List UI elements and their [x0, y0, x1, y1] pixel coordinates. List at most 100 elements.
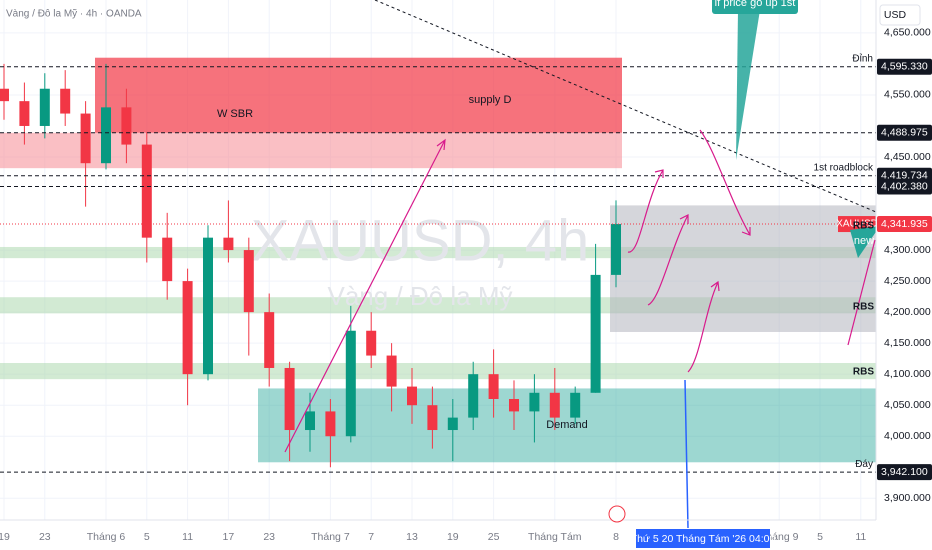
x-tick-label: Tháng 6 — [87, 531, 126, 543]
callout-box — [712, 0, 798, 14]
candle-body — [101, 107, 111, 164]
candle-body — [407, 386, 417, 406]
arrow — [284, 138, 446, 453]
zone — [258, 388, 876, 463]
y-tick-label: 4,650.000 — [884, 27, 931, 39]
axis: 4,650.000 4,550.000 4,450.000 4,300.000 4,25… — [0, 27, 932, 543]
annotation: new — [854, 235, 874, 247]
y-tick-label: 4,200.000 — [884, 306, 931, 318]
y-tick-label: 3,900.000 — [884, 492, 931, 504]
candle-body — [468, 374, 479, 418]
zone-label: RBS — [853, 367, 874, 378]
candle-body — [39, 88, 50, 126]
zone-label: RBS — [853, 221, 874, 232]
x-tick-label: 25 — [488, 531, 500, 543]
x-tick-label: 23 — [263, 531, 275, 543]
candle-body — [529, 392, 540, 412]
candle-body — [570, 392, 581, 418]
callout — [736, 10, 760, 160]
zone — [0, 132, 622, 169]
candle-body — [447, 417, 458, 431]
y-tick-label: 4,100.000 — [884, 368, 931, 380]
candle-body — [366, 330, 377, 356]
zone — [0, 246, 876, 259]
price-label: 3,942.100 — [881, 466, 928, 478]
price-label-box — [877, 178, 932, 195]
annotation: W SBR — [217, 108, 253, 120]
y-tick-label: 4,050.000 — [884, 399, 931, 411]
event-icon[interactable] — [608, 505, 626, 523]
candle-body — [223, 237, 234, 251]
x-tick-label: 5 — [144, 531, 150, 543]
zone-label: supply D — [469, 94, 512, 106]
price-label-box — [877, 464, 932, 481]
currency: USD — [884, 9, 907, 21]
arrow — [847, 239, 876, 346]
crosshair-label: Thứ 5 20 Tháng Tám '26 04:00 — [631, 533, 776, 545]
candle-body — [284, 367, 295, 431]
y-tick-label: 4,550.000 — [884, 89, 931, 101]
price-label-box — [877, 216, 932, 233]
candle-body — [121, 107, 132, 145]
zone — [95, 57, 622, 133]
candle-body — [386, 355, 397, 387]
x-tick-label: 13 — [406, 531, 418, 543]
candle-body — [182, 281, 193, 375]
arrow — [647, 214, 689, 306]
level-note: Đỉnh — [852, 52, 873, 64]
x-tick-label: Tháng Tám — [528, 531, 582, 543]
candle-body — [203, 237, 213, 375]
chart-title: Vàng / Đô la Mỹ · 4h · OANDA — [6, 9, 142, 20]
y-tick-label: 4,300.000 — [884, 244, 931, 256]
candles — [0, 63, 621, 468]
x-tick-label: 19 — [447, 531, 459, 543]
price-label: 4,341.935 — [881, 218, 928, 230]
crosshair-line — [684, 379, 689, 529]
level-note: Đáy — [855, 459, 873, 470]
candle-body — [509, 398, 519, 412]
y-tick-label: 4,000.000 — [884, 430, 931, 442]
callout — [850, 226, 880, 258]
arrow — [687, 280, 720, 373]
level-note: 1st roadblock — [814, 162, 874, 173]
x-tick-label: 17 — [223, 531, 235, 543]
candle-body — [0, 88, 9, 102]
price-label: 4,402.380 — [881, 180, 928, 192]
candle-body — [60, 88, 71, 114]
candle-body — [80, 113, 91, 164]
projection-arrows — [284, 129, 876, 453]
x-tick-label: Tháng 7 — [311, 531, 350, 543]
y-tick-label: 4,450.000 — [884, 151, 931, 163]
zones — [0, 57, 876, 463]
zone-label: Demand — [546, 419, 588, 431]
x-tick-label: 5 — [817, 531, 823, 543]
candle-body — [345, 330, 356, 437]
zone-label: RBS — [853, 302, 874, 313]
candle-body — [264, 312, 275, 368]
zone — [610, 205, 876, 332]
currency-button[interactable] — [879, 4, 921, 26]
candle-body — [162, 237, 173, 282]
zone — [0, 363, 876, 380]
y-tick-label: 4,250.000 — [884, 275, 931, 287]
x-tick-label: 11 — [182, 531, 193, 543]
price-label: 4,595.330 — [881, 61, 928, 73]
price-label: 4,488.975 — [881, 127, 928, 139]
watermark: XAUUSD, 4h — [251, 208, 589, 273]
candle-body — [19, 101, 30, 126]
arrow — [627, 169, 664, 253]
y-tick-label: 4,150.000 — [884, 337, 931, 349]
candle-body — [325, 411, 336, 437]
arrow — [699, 129, 751, 236]
x-tick-label: 8 — [613, 531, 619, 543]
candle-body — [488, 374, 499, 399]
x-tick-label: 19 — [0, 531, 10, 543]
price-label-box — [877, 58, 932, 75]
candle-body — [590, 274, 601, 393]
annotations: supply D RBS RBS RBS Demand Đỉnh 1st roadblock… — [217, 0, 874, 470]
candle-body — [305, 411, 315, 431]
candle-body — [611, 224, 621, 275]
price-label-box — [877, 124, 932, 141]
candle-body — [427, 405, 438, 431]
